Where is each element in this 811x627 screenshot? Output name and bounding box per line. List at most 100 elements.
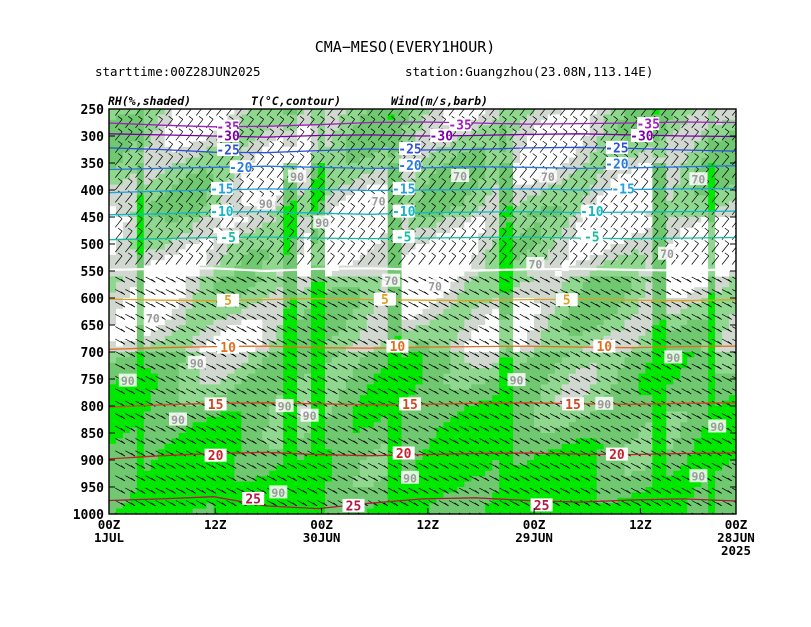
rh-cell [185, 427, 194, 434]
rh-cell [262, 314, 270, 321]
rh-cell [366, 308, 375, 315]
rh-cell [283, 341, 291, 348]
rh-cell [283, 335, 291, 342]
rh-cell [234, 308, 242, 315]
rh-cell [297, 136, 305, 142]
rh-cell [269, 346, 277, 353]
rh-cell [408, 481, 417, 488]
rh-cell [338, 244, 347, 250]
rh-cell [534, 406, 542, 412]
rh-cell [206, 217, 215, 223]
rh-cell [262, 184, 270, 191]
rh-cell [199, 238, 208, 245]
rh-cell [269, 287, 277, 294]
rh-cell [143, 454, 152, 461]
rh-cell [547, 292, 556, 299]
plot-area: -35 -35 -35-30 -30 -30-25 -25 -25-20 -20 -20-15-… [109, 109, 736, 514]
rh-cell [338, 330, 347, 337]
rh-cell [366, 206, 375, 213]
rh-cell [520, 492, 528, 499]
rh-cell [255, 362, 263, 369]
rh-cell [248, 114, 256, 121]
rh-cell [394, 254, 403, 261]
rh-cell [227, 222, 235, 229]
rh-cell [129, 179, 138, 186]
rh-cell [262, 217, 270, 223]
rh-cell [171, 244, 180, 250]
rh-cell [318, 411, 326, 418]
rh-cell [241, 200, 249, 207]
rh-cell [206, 492, 215, 499]
rh-cell [178, 238, 187, 245]
rh-cell [116, 508, 124, 514]
rh-cell [561, 487, 570, 493]
rh-cell [199, 168, 208, 175]
rh-cell [213, 379, 222, 385]
rh-cell [304, 476, 312, 483]
rh-cell [352, 395, 361, 402]
rh-cell [325, 433, 333, 439]
rh-cell [304, 325, 312, 331]
rh-cell [338, 157, 347, 164]
rh-cell [464, 433, 472, 439]
rh-cell [297, 211, 305, 218]
rh-cell [513, 292, 521, 299]
rh-cell [192, 476, 201, 483]
rh-cell [318, 460, 326, 466]
rh-cell [527, 130, 535, 137]
rh-cell [471, 406, 479, 412]
rh-cell [527, 119, 535, 126]
rh-cell [568, 119, 577, 126]
rh-cell [422, 503, 431, 510]
rh-cell [199, 217, 208, 223]
rh-cell [547, 206, 556, 213]
rh-cell [311, 470, 319, 477]
rh-cell [331, 190, 340, 196]
rh-cell [192, 195, 201, 202]
rh-cell [520, 141, 528, 148]
rh-cell [185, 406, 194, 412]
rh-cell [157, 184, 166, 191]
rh-cell [192, 130, 201, 137]
rh-cell [471, 114, 479, 121]
rh-cell [387, 227, 396, 234]
rh-cell [290, 222, 298, 229]
rh-cell [450, 433, 458, 439]
rh-cell [255, 265, 263, 272]
rh-cell [457, 281, 465, 288]
rh-cell [506, 254, 514, 261]
rh-cell [366, 330, 375, 337]
rh-cell [429, 416, 438, 423]
rh-cell [143, 281, 152, 288]
rh-cell [513, 460, 521, 466]
rh-cell [568, 319, 577, 326]
rh-cell [492, 200, 500, 207]
rh-cell [136, 503, 145, 510]
rh-cell [283, 265, 291, 272]
rh-cell [478, 389, 486, 396]
rh-cell [415, 206, 424, 213]
rh-cell [269, 443, 277, 450]
rh-cell [352, 168, 361, 175]
rh-cell [352, 190, 361, 196]
rh-cell [157, 470, 166, 477]
rh-cell [331, 211, 340, 218]
rh-cell [241, 238, 249, 245]
rh-cell [248, 157, 256, 164]
rh-cell [422, 438, 431, 445]
rh-cell [248, 335, 256, 342]
rh-cell [164, 217, 173, 223]
rh-cell [136, 379, 145, 385]
rh-cell [464, 292, 472, 299]
rh-cell [255, 352, 263, 358]
rh-cell [297, 146, 305, 153]
rh-cell [359, 330, 368, 337]
rh-cell [192, 487, 201, 493]
rh-cell [241, 222, 249, 229]
rh-cell [304, 481, 312, 488]
rh-cell [269, 481, 277, 488]
rh-cell [297, 141, 305, 148]
rh-cell [499, 254, 507, 261]
rh-cell [157, 341, 166, 348]
rh-cell [422, 427, 431, 434]
